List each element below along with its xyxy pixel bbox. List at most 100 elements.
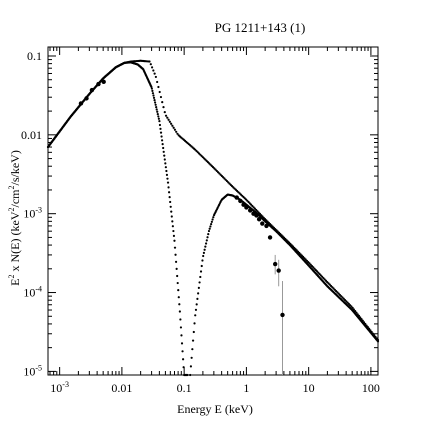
y-label-sup: 2 bbox=[7, 274, 16, 279]
curve-marker bbox=[199, 275, 202, 279]
curve-marker bbox=[152, 69, 155, 72]
curve-marker bbox=[162, 106, 165, 109]
curve-marker bbox=[156, 113, 159, 116]
curve-marker bbox=[150, 87, 153, 90]
curve-marker bbox=[206, 236, 209, 239]
curve-marker bbox=[196, 297, 199, 300]
data-point bbox=[244, 205, 249, 210]
curve-marker bbox=[155, 108, 158, 111]
curve-marker bbox=[197, 292, 200, 295]
data-points bbox=[78, 79, 285, 318]
curve-marker bbox=[151, 89, 154, 92]
curve-marker bbox=[170, 122, 173, 125]
curve-marker bbox=[174, 253, 177, 256]
curve-marker bbox=[179, 326, 183, 329]
data-point bbox=[280, 312, 285, 318]
y-tick-label: 10-4 bbox=[23, 285, 42, 300]
curve-marker bbox=[149, 63, 152, 66]
data-point bbox=[254, 213, 259, 218]
y-label-sup: 2 bbox=[7, 207, 16, 212]
curve-marker bbox=[178, 310, 181, 313]
curve-marker bbox=[152, 94, 155, 97]
x-tick-label: 10 bbox=[303, 381, 315, 395]
curve-marker bbox=[189, 373, 192, 377]
curve-marker bbox=[204, 242, 208, 245]
curve-marker bbox=[154, 101, 157, 104]
curve-marker bbox=[171, 220, 174, 223]
curve-marker bbox=[157, 115, 160, 118]
curve-marker bbox=[151, 92, 155, 95]
curve-marker bbox=[164, 166, 167, 169]
curve-marker bbox=[150, 66, 154, 69]
axis-ticks bbox=[48, 47, 378, 376]
tick-label-base: 10 bbox=[23, 286, 35, 300]
curve-marker bbox=[176, 281, 179, 285]
curve-marker bbox=[163, 154, 166, 157]
tick-label-exponent: -4 bbox=[35, 285, 42, 294]
curve-marker bbox=[207, 233, 210, 236]
curve-marker bbox=[152, 96, 156, 99]
curve-marker bbox=[160, 135, 163, 138]
curve-marker bbox=[173, 128, 177, 131]
curve-marker bbox=[158, 120, 161, 123]
curve-marker bbox=[158, 123, 162, 127]
curve-marker bbox=[209, 225, 212, 228]
curve-marker bbox=[177, 296, 180, 299]
y-tick-label: 0.01 bbox=[21, 128, 42, 142]
chart-title: PG 1211+143 (1) bbox=[214, 20, 306, 35]
y-axis-label: E2 x N(E) (keV2/cm2/s/keV) bbox=[7, 143, 23, 293]
curve-marker bbox=[159, 131, 163, 134]
curve-marker bbox=[203, 248, 206, 251]
curve-marker bbox=[212, 216, 215, 219]
curve-marker bbox=[189, 365, 193, 368]
curve-marker bbox=[165, 169, 168, 173]
curve-marker bbox=[176, 274, 179, 278]
curve-marker bbox=[179, 318, 182, 321]
curve-marker bbox=[157, 117, 160, 120]
tick-label-base: 10 bbox=[50, 381, 62, 395]
tick-label-exponent: -5 bbox=[35, 363, 42, 372]
x-tick-label: 10-3 bbox=[50, 380, 69, 395]
curve-marker bbox=[154, 75, 157, 79]
curve-marker bbox=[175, 267, 178, 270]
curve-marker bbox=[172, 126, 175, 129]
data-point bbox=[272, 261, 278, 267]
data-point bbox=[264, 223, 269, 229]
curve-marker bbox=[169, 200, 172, 204]
data-point bbox=[78, 101, 84, 106]
curve-marker bbox=[180, 342, 184, 345]
curve-marker bbox=[163, 158, 166, 161]
data-point bbox=[267, 235, 273, 240]
curve-marker bbox=[351, 306, 354, 309]
curve-marker bbox=[173, 239, 176, 242]
curve-marker bbox=[162, 146, 165, 150]
data-point bbox=[276, 268, 281, 273]
y-tick-label: 0.1 bbox=[27, 49, 42, 63]
curve-marker bbox=[164, 114, 168, 117]
data-point bbox=[84, 96, 89, 101]
curve-marker bbox=[171, 225, 174, 228]
data-point bbox=[234, 195, 239, 200]
curve-marker bbox=[166, 181, 170, 184]
curve-marker bbox=[350, 305, 353, 308]
curve-marker bbox=[180, 334, 183, 337]
curve-marker bbox=[210, 220, 213, 223]
curve-marker bbox=[176, 132, 179, 135]
data-point bbox=[241, 202, 246, 207]
x-tick-label: 1 bbox=[243, 381, 249, 395]
model-curves bbox=[46, 59, 380, 377]
curve-marker bbox=[197, 286, 200, 290]
curve-marker bbox=[153, 72, 156, 75]
curve-marker bbox=[156, 110, 159, 113]
curve-marker bbox=[182, 366, 185, 369]
curve-marker bbox=[376, 340, 380, 343]
curve-marker bbox=[159, 95, 163, 99]
curve-marker bbox=[202, 251, 206, 254]
curve-marker bbox=[175, 130, 178, 133]
curve-marker bbox=[204, 245, 207, 248]
curve-marker bbox=[157, 85, 160, 89]
curve-marker bbox=[167, 118, 170, 121]
curve-marker bbox=[161, 143, 164, 146]
y-label-sup: 2 bbox=[7, 185, 16, 190]
curve-marker bbox=[161, 100, 164, 104]
